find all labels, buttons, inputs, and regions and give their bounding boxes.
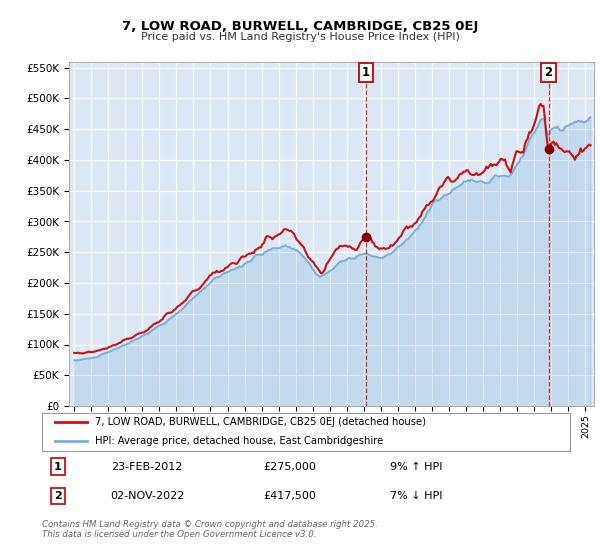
Text: 7, LOW ROAD, BURWELL, CAMBRIDGE, CB25 0EJ: 7, LOW ROAD, BURWELL, CAMBRIDGE, CB25 0E… bbox=[122, 20, 478, 34]
Text: £275,000: £275,000 bbox=[264, 461, 317, 472]
Text: £417,500: £417,500 bbox=[264, 491, 317, 501]
Text: 2: 2 bbox=[545, 66, 553, 79]
Text: Price paid vs. HM Land Registry's House Price Index (HPI): Price paid vs. HM Land Registry's House … bbox=[140, 32, 460, 42]
Text: HPI: Average price, detached house, East Cambridgeshire: HPI: Average price, detached house, East… bbox=[95, 436, 383, 446]
Text: Contains HM Land Registry data © Crown copyright and database right 2025.
This d: Contains HM Land Registry data © Crown c… bbox=[42, 520, 378, 539]
Text: 2: 2 bbox=[54, 491, 62, 501]
Text: 9% ↑ HPI: 9% ↑ HPI bbox=[391, 461, 443, 472]
Text: 1: 1 bbox=[362, 66, 370, 79]
Text: 7% ↓ HPI: 7% ↓ HPI bbox=[391, 491, 443, 501]
Text: 7, LOW ROAD, BURWELL, CAMBRIDGE, CB25 0EJ (detached house): 7, LOW ROAD, BURWELL, CAMBRIDGE, CB25 0E… bbox=[95, 417, 426, 427]
Text: 1: 1 bbox=[54, 461, 62, 472]
Text: 02-NOV-2022: 02-NOV-2022 bbox=[110, 491, 185, 501]
Text: 23-FEB-2012: 23-FEB-2012 bbox=[110, 461, 182, 472]
FancyBboxPatch shape bbox=[42, 413, 570, 451]
